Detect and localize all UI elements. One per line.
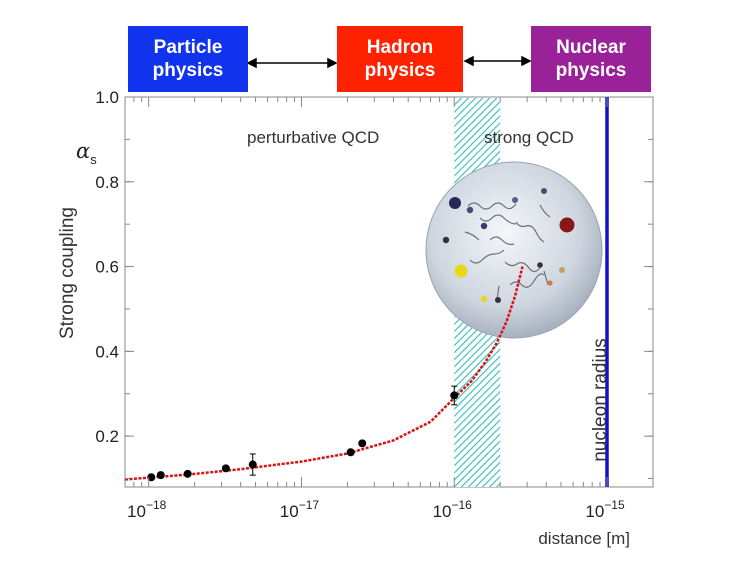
data-point: [248, 460, 257, 469]
proton-illustration: [425, 161, 603, 339]
data-point: [358, 439, 367, 448]
data-point: [183, 469, 192, 478]
x-tick-label: 10−18: [127, 498, 167, 521]
x-tick-base: 10: [585, 502, 604, 521]
y-axis-label: Strong coupling: [57, 207, 78, 339]
x-axis-label: distance [m]: [538, 529, 630, 548]
header-arrows: [246, 55, 532, 69]
hadron-physics-line1: Hadron: [366, 37, 434, 58]
data-point: [450, 391, 459, 400]
x-tick-base: 10: [280, 502, 299, 521]
particle-physics-box: Particle physics: [128, 26, 248, 92]
hadron-physics-line2: physics: [364, 60, 436, 81]
x-tick-exponent: −16: [452, 498, 473, 512]
plot-frame: [124, 96, 654, 488]
y-tick-label: 0.4: [95, 342, 119, 361]
x-tick-exponent: −17: [299, 498, 320, 512]
particle-physics-line1: Particle: [153, 37, 223, 58]
y-tick-label: 1.0: [95, 88, 119, 107]
nuclear-physics-line1: Nuclear: [556, 37, 626, 58]
alpha-subscript: s: [90, 152, 97, 167]
x-tick-label: 10−17: [280, 498, 320, 521]
y-tick-label: 0.2: [95, 427, 119, 446]
x-tick-label: 10−15: [585, 498, 625, 521]
strong-qcd-label: strong QCD: [484, 128, 574, 147]
alpha-s-curve: [124, 266, 524, 481]
nuclear-physics-line2: physics: [555, 60, 627, 81]
nuclear-physics-box: Nuclear physics: [531, 26, 651, 92]
x-axis: 10−18 10−17 10−16 10−15: [127, 97, 654, 521]
x-tick-exponent: −18: [146, 498, 167, 512]
perturbative-qcd-label: perturbative QCD: [247, 128, 379, 147]
x-tick-exponent: −15: [604, 498, 625, 512]
data-point: [147, 473, 156, 482]
nucleon-radius-label: nucleon radius: [590, 338, 611, 462]
x-tick-base: 10: [433, 502, 452, 521]
x-tick-label: 10−16: [433, 498, 473, 521]
y-tick-label: 0.8: [95, 173, 119, 192]
y-tick-label: 0.6: [95, 258, 119, 277]
y-axis-symbol: αs: [76, 139, 97, 167]
data-point: [346, 448, 355, 457]
particle-physics-line2: physics: [152, 60, 224, 81]
data-points: [147, 385, 459, 482]
hadron-physics-box: Hadron physics: [337, 26, 463, 92]
y-axis: 0.2 0.4 0.6 0.8 1.0: [95, 88, 653, 480]
data-point: [221, 464, 230, 473]
x-tick-base: 10: [127, 502, 146, 521]
data-point: [156, 471, 165, 480]
alpha-symbol: α: [76, 139, 90, 163]
